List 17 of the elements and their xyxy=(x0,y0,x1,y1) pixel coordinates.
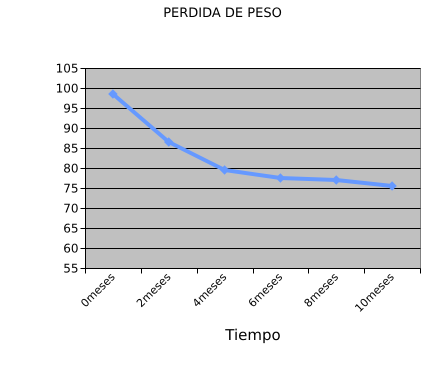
y-tick-label: 70 xyxy=(63,202,78,216)
y-tick-label: 60 xyxy=(63,242,78,256)
y-tick-label: 105 xyxy=(56,62,78,76)
point xyxy=(164,137,174,147)
point xyxy=(332,175,341,185)
y-tick-label: 90 xyxy=(63,122,78,136)
y-tick-label: 65 xyxy=(63,222,78,236)
y-tick-label: 95 xyxy=(63,102,78,116)
y-tick-label: 80 xyxy=(63,162,78,176)
y-tick-label: 100 xyxy=(56,82,78,96)
point xyxy=(108,89,118,99)
y-tick-label: 85 xyxy=(63,142,78,156)
chart-title: PERDIDA DE PESO xyxy=(163,6,282,21)
y-tick-label: 55 xyxy=(63,262,78,276)
y-tick-label: 75 xyxy=(63,182,78,196)
point xyxy=(220,165,230,175)
x-axis-title: Tiempo xyxy=(224,326,281,344)
